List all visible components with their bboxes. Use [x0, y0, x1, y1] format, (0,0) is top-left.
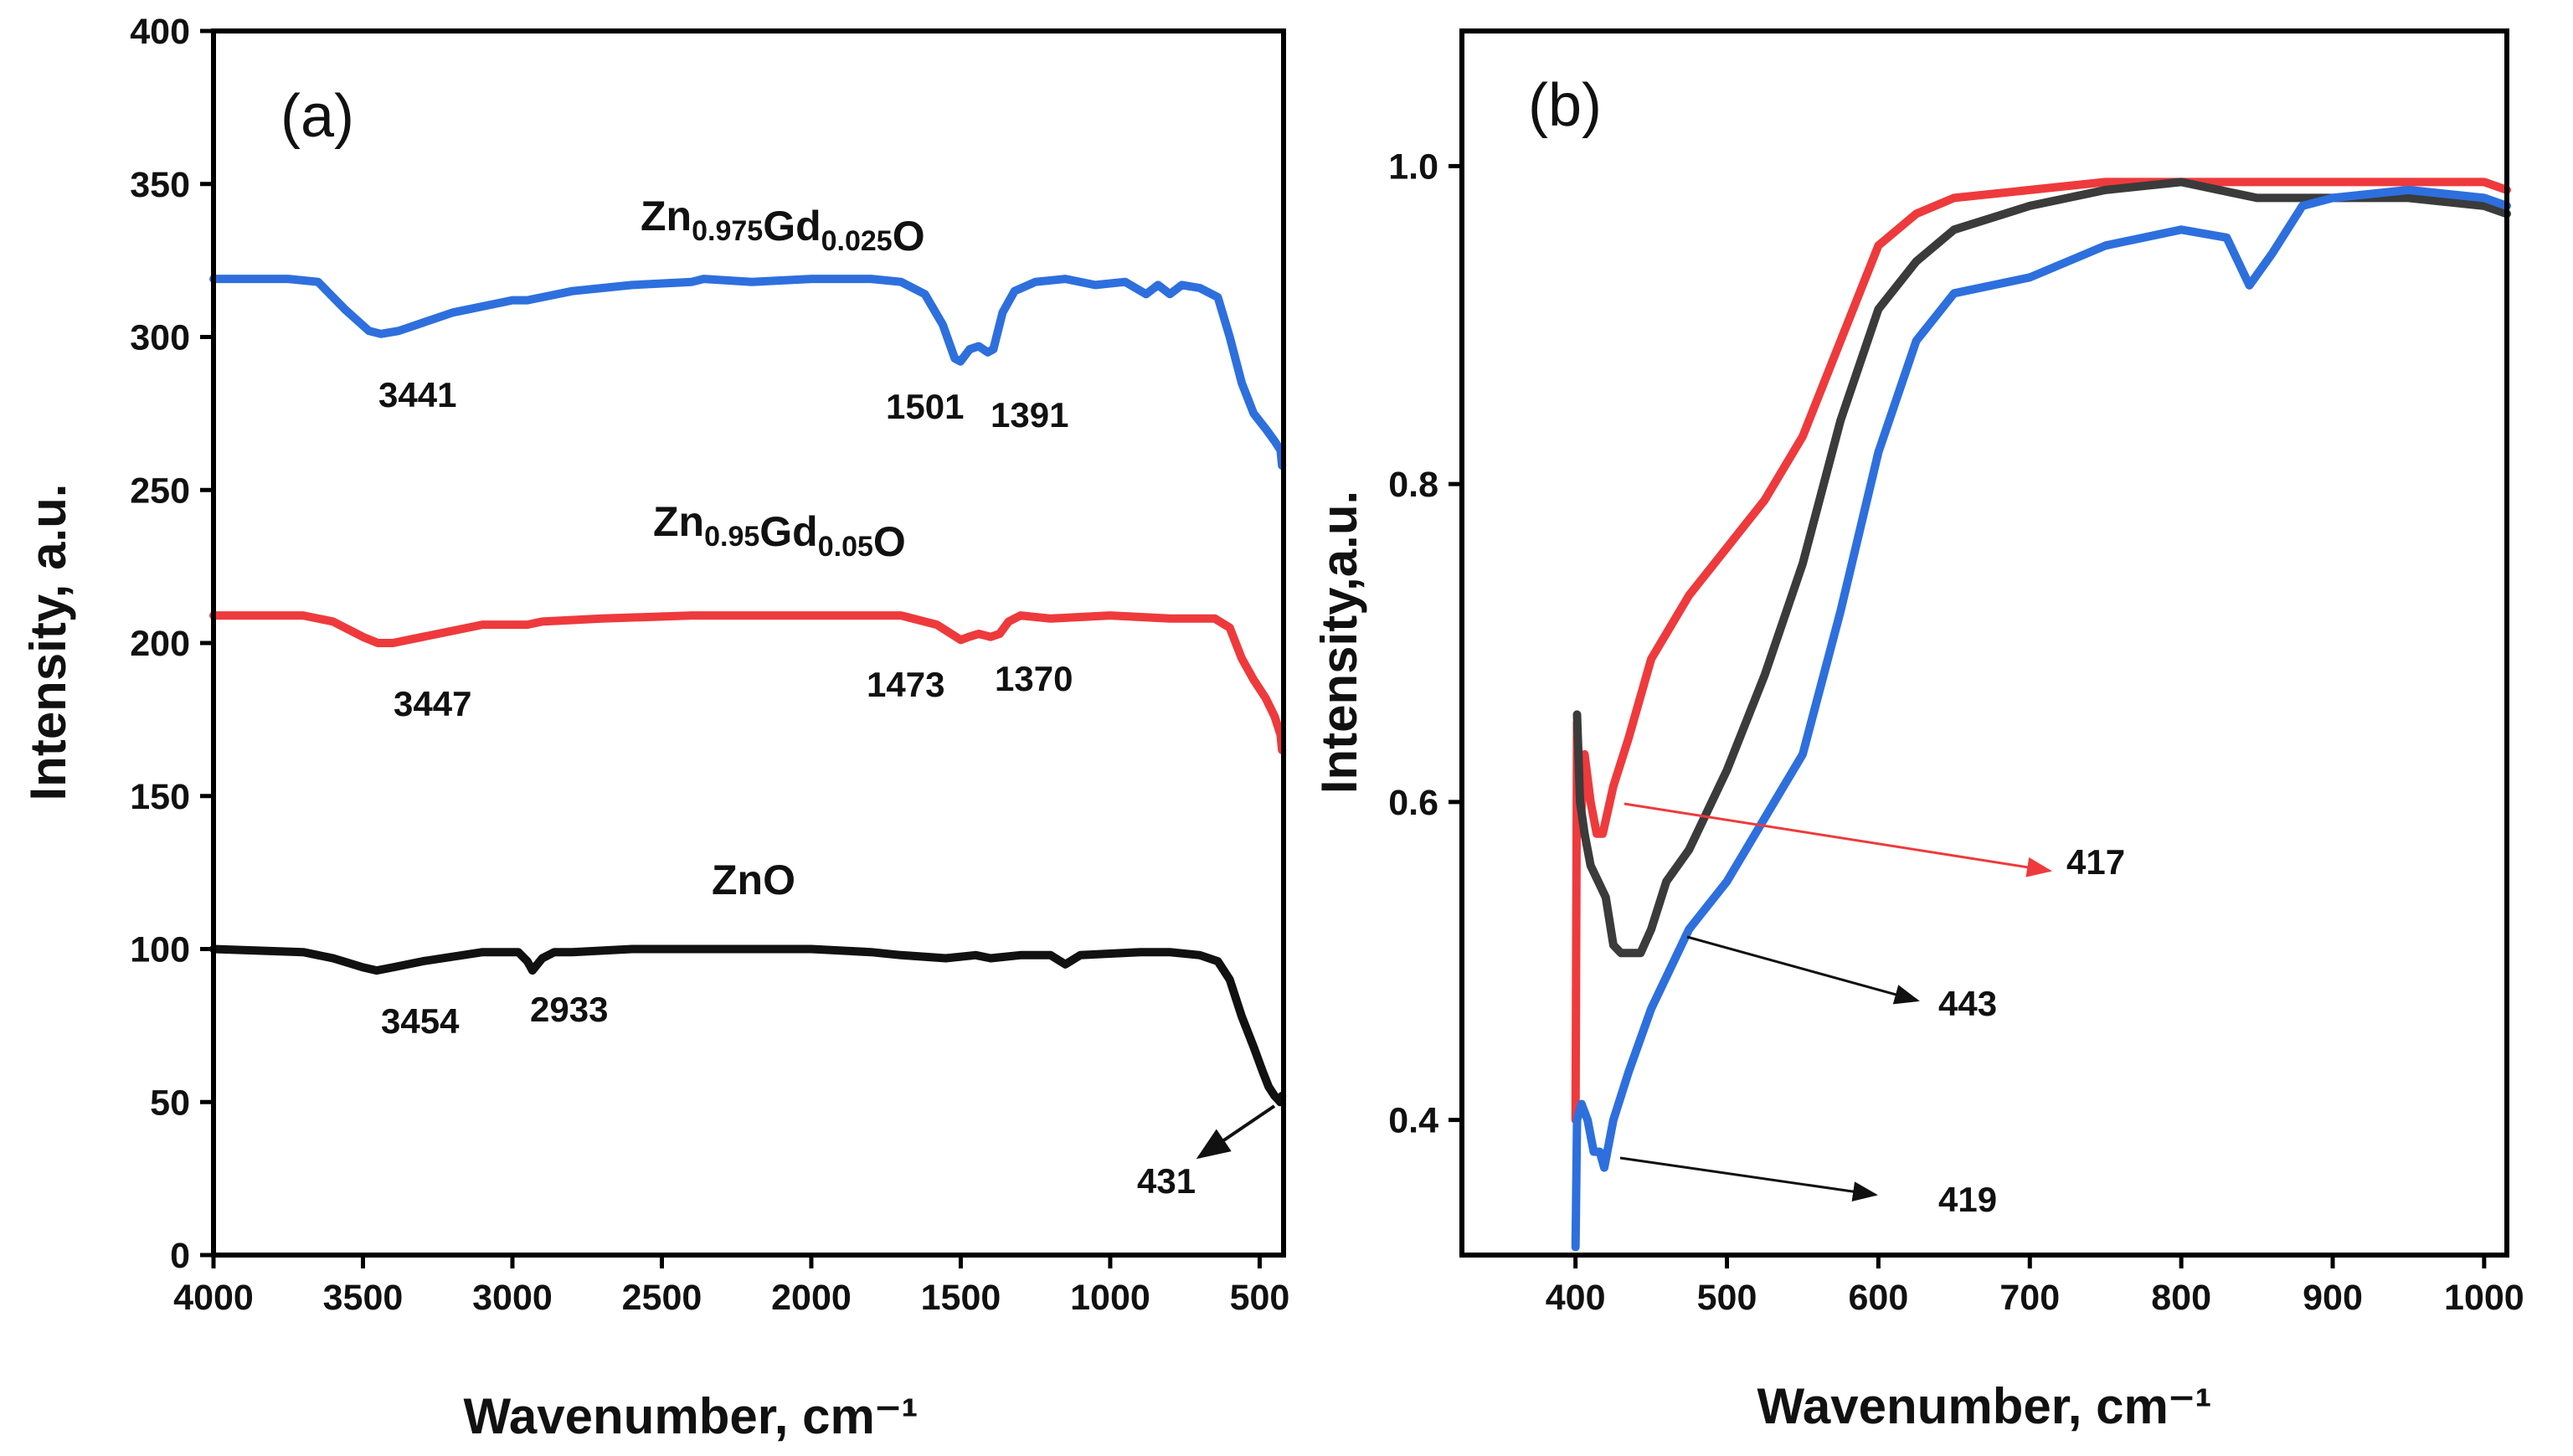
series-line-b-1 — [1572, 177, 2511, 958]
y-tick-label: 0 — [170, 1236, 190, 1276]
series-label-zno: ZnO — [712, 857, 795, 903]
x-tick-label: 400 — [1546, 1278, 1606, 1318]
x-tick-label: 500 — [1697, 1278, 1757, 1318]
annotation-3447: 3447 — [394, 684, 471, 723]
series-line-a-2 — [209, 944, 1287, 1107]
y-tick-label: 400 — [130, 12, 190, 52]
x-tick-label: 4000 — [173, 1278, 254, 1318]
annotation-431-arrow — [1196, 1104, 1276, 1160]
panel-b-curves — [1571, 177, 2511, 1252]
annotation-417: 417 — [2066, 842, 2125, 882]
panel-b-ticks: 400 500 600 700 800 900 1000 0.4 0.6 0.8 1.0 — [1388, 147, 2524, 1318]
series-label-part: Zn — [641, 193, 692, 239]
series-label-part: O — [893, 213, 925, 260]
annotation-417-arrow — [1624, 802, 2052, 877]
series-label-subscript: 0.975 — [692, 215, 763, 247]
panel-a-y-axis-title: Intensity, a.u. — [20, 484, 76, 801]
panel-a-label: (a) — [280, 83, 354, 150]
y-tick-label: 1.0 — [1388, 147, 1438, 187]
y-tick-label: 0.8 — [1388, 465, 1438, 505]
annotation-1473: 1473 — [867, 665, 944, 704]
annotation-431: 431 — [1137, 1161, 1196, 1201]
y-tick-label: 250 — [130, 471, 190, 511]
annotation-3454: 3454 — [381, 1001, 460, 1041]
annotation-419: 419 — [1938, 1180, 1997, 1219]
series-label-part: Zn — [653, 498, 704, 545]
series-label-subscript: 0.95 — [704, 521, 759, 553]
x-tick-label: 900 — [2303, 1278, 2363, 1318]
annotation-443-arrow — [1686, 935, 1920, 1005]
series-label-part: Gd — [763, 203, 821, 250]
series-label-part: O — [873, 518, 906, 565]
annotation-443: 443 — [1938, 984, 1997, 1023]
y-tick-label: 300 — [130, 318, 190, 358]
annotation-3441: 3441 — [378, 375, 456, 414]
panel-a-frame — [211, 28, 1286, 1258]
series-line-a-0 — [209, 275, 1287, 470]
series-line-a-1 — [209, 611, 1287, 754]
annotation-1391: 1391 — [991, 395, 1068, 435]
y-tick-label: 0.4 — [1388, 1101, 1438, 1141]
annotation-1370: 1370 — [995, 659, 1073, 698]
annotation-419-arrow — [1619, 1156, 1878, 1202]
x-tick-label: 1000 — [2444, 1278, 2524, 1318]
y-tick-label: 150 — [130, 777, 190, 817]
series-label-subscript: 0.025 — [821, 225, 893, 257]
x-tick-label: 800 — [2151, 1278, 2211, 1318]
series-line-b-0 — [1571, 177, 2511, 1124]
panel-b-frame — [1459, 28, 2509, 1258]
y-tick-label: 0.6 — [1388, 783, 1438, 823]
x-tick-label: 500 — [1230, 1278, 1290, 1318]
y-tick-label: 350 — [130, 165, 190, 205]
panel-b-y-axis-title: Intensity,a.u. — [1311, 491, 1367, 794]
x-tick-label: 2000 — [771, 1278, 852, 1318]
series-line-b-2 — [1571, 185, 2511, 1252]
x-tick-label: 600 — [1849, 1278, 1909, 1318]
panel-a-x-axis-title: Wavenumber, cm⁻¹ — [464, 1388, 919, 1444]
x-tick-label: 3500 — [323, 1278, 404, 1318]
panel-a-ticks: 4000 3500 3000 2500 2000 1500 1000 500 0 50 100 150… — [130, 12, 1289, 1318]
panel-b-label: (b) — [1528, 72, 1602, 139]
annotation-2933: 2933 — [530, 990, 608, 1029]
series-label-subscript: 0.05 — [818, 531, 873, 563]
x-tick-label: 1500 — [921, 1278, 1001, 1318]
x-tick-label: 2500 — [622, 1278, 702, 1318]
series-label-zn0975-gd0025-o: Zn0.975Gd0.025O — [641, 193, 925, 260]
x-tick-label: 3000 — [472, 1278, 553, 1318]
annotation-1501: 1501 — [886, 387, 964, 426]
series-label-part: Gd — [759, 508, 817, 555]
panel-a-curves — [209, 275, 1287, 1107]
y-tick-label: 50 — [150, 1083, 190, 1123]
panel-b: 400 500 600 700 800 900 1000 0.4 0.6 0.8 1.0 (b) 4… — [1311, 28, 2524, 1434]
x-tick-label: 1000 — [1070, 1278, 1150, 1318]
y-tick-label: 200 — [130, 624, 190, 664]
series-label-zn095-gd005-o: Zn0.95Gd0.05O — [653, 498, 906, 565]
panel-a: 4000 3500 3000 2500 2000 1500 1000 500 0 50 100 150… — [20, 12, 1289, 1444]
x-tick-label: 700 — [1999, 1278, 2060, 1318]
panel-b-x-axis-title: Wavenumber, cm⁻¹ — [1757, 1378, 2212, 1434]
y-tick-label: 100 — [130, 930, 190, 970]
